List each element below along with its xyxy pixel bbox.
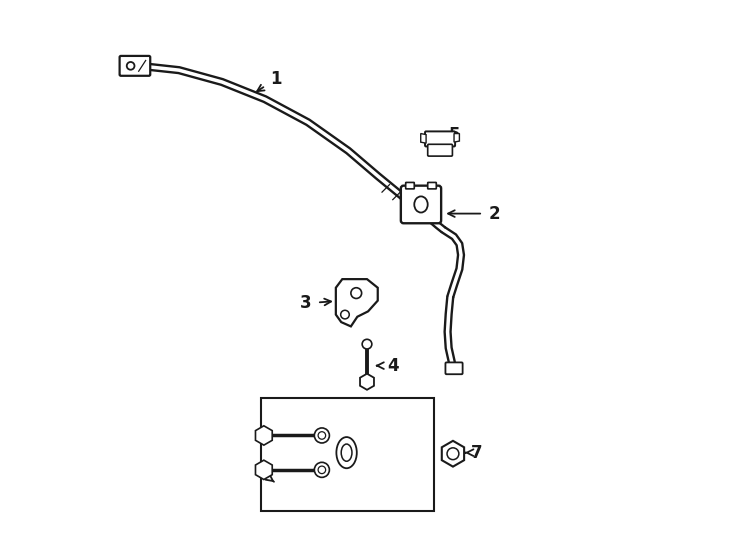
Ellipse shape: [336, 437, 357, 468]
Text: 7: 7: [471, 444, 483, 462]
Bar: [261, 398, 434, 511]
Text: 2: 2: [489, 205, 501, 222]
Text: 5: 5: [448, 126, 459, 144]
FancyBboxPatch shape: [425, 131, 455, 146]
Circle shape: [447, 448, 459, 460]
Circle shape: [318, 431, 326, 439]
Polygon shape: [421, 133, 426, 143]
FancyBboxPatch shape: [428, 144, 452, 156]
Circle shape: [314, 428, 330, 443]
Ellipse shape: [414, 197, 428, 213]
Polygon shape: [454, 133, 459, 142]
FancyBboxPatch shape: [406, 183, 414, 189]
Circle shape: [341, 310, 349, 319]
Circle shape: [127, 62, 134, 70]
FancyBboxPatch shape: [446, 362, 462, 374]
Circle shape: [318, 466, 326, 474]
Text: 1: 1: [270, 70, 281, 88]
FancyBboxPatch shape: [401, 186, 441, 223]
Circle shape: [351, 288, 362, 299]
Text: 4: 4: [387, 356, 399, 375]
Circle shape: [314, 462, 330, 477]
Text: 3: 3: [299, 294, 311, 312]
Circle shape: [362, 339, 372, 349]
Polygon shape: [336, 279, 378, 326]
Ellipse shape: [341, 444, 352, 461]
FancyBboxPatch shape: [120, 56, 150, 76]
FancyBboxPatch shape: [428, 183, 436, 189]
Text: 6: 6: [256, 464, 268, 482]
